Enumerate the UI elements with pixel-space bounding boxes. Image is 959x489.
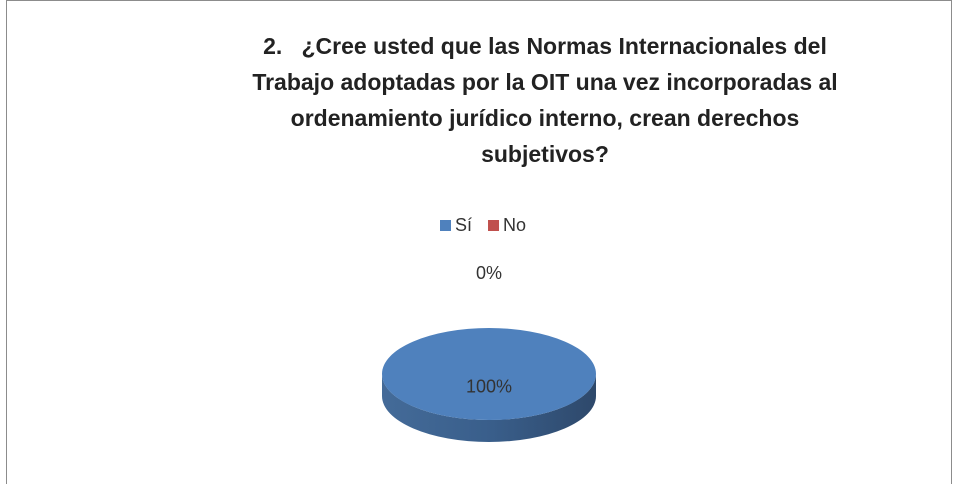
pie-slice-side [382,374,596,442]
legend-label: No [503,215,526,235]
pie-slice [381,327,596,421]
chart-title: 2. ¿Cree usted que las Normas Internacio… [263,33,827,59]
chart-title: subjetivos? [481,141,609,167]
legend-label: Sí [455,215,472,235]
data-label: 0% [476,263,502,283]
legend-swatch [440,220,451,231]
chart-title: ordenamiento jurídico interno, crean der… [291,105,800,131]
chart-title: Trabajo adoptadas por la OIT una vez inc… [252,69,837,95]
data-label: 100% [466,377,512,397]
legend-swatch [488,220,500,231]
